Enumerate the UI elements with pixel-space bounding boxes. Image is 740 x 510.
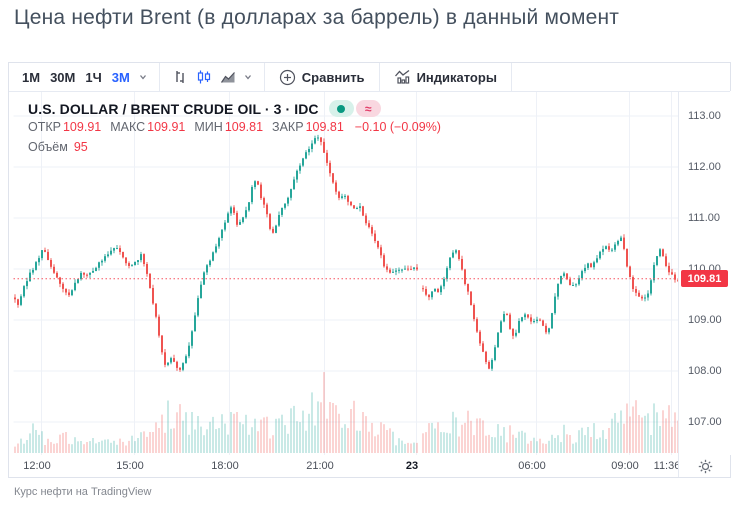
price-tick-label: 113.00 [688, 110, 721, 122]
toolbar-filler [512, 63, 730, 91]
interval-chevron-down-icon[interactable] [135, 73, 151, 81]
candlestick-chart-svg [13, 91, 678, 455]
time-axis[interactable]: 12:00 15:00 18:00 21:00 23 06:00 09:00 11:36 [9, 455, 730, 477]
interval-button-1m[interactable]: 1М [22, 69, 41, 85]
candlestick-chart-area[interactable]: U.S. DOLLAR / BRENT CRUDE OIL · 3 · IDC … [9, 91, 678, 455]
time-axis-labels: 12:00 15:00 18:00 21:00 23 06:00 09:00 11:36 [9, 455, 678, 477]
area-chart-type-icon[interactable] [216, 65, 240, 89]
time-tick-label: 09:00 [611, 460, 639, 472]
bars-chart-type-icon[interactable] [168, 65, 192, 89]
compare-label: Сравнить [301, 69, 365, 85]
interval-button-30m[interactable]: 30М [50, 69, 76, 85]
chart-type-group [160, 63, 265, 91]
time-tick-label: 18:00 [211, 460, 239, 472]
indicators-group: Индикаторы [380, 63, 512, 91]
indicators-icon [394, 69, 409, 84]
gridlines [13, 91, 678, 455]
indicators-label: Индикаторы [416, 69, 497, 85]
indicators-button[interactable]: Индикаторы [388, 69, 503, 85]
candles [14, 134, 678, 372]
plus-circle-icon [279, 69, 295, 85]
page-title: Цена нефти Brent (в долларах за баррель)… [14, 6, 620, 29]
price-tick-label: 108.00 [688, 365, 722, 377]
gear-icon [698, 459, 712, 473]
delayed-data-icon[interactable]: ≈ [355, 100, 381, 117]
time-tick-label: 11:36 [653, 460, 678, 472]
price-axis[interactable]: 113.00 112.00 111.00 110.00 109.00 108.00 107.… [678, 91, 731, 455]
market-open-status-icon[interactable] [328, 100, 354, 117]
time-tick-label: 21:00 [306, 460, 334, 472]
status-pills: ≈ [328, 100, 381, 117]
chart-toolbar: 1М 30М 1Ч 3М [9, 63, 730, 92]
compare-group: Сравнить [265, 63, 380, 91]
time-tick-label: 12:00 [23, 460, 51, 472]
time-tick-label: 15:00 [116, 460, 144, 472]
chart-type-chevron-down-icon[interactable] [240, 73, 256, 81]
axis-settings-cell[interactable] [678, 455, 731, 477]
price-tick-label: 109.00 [688, 314, 722, 326]
tradingview-attribution-link[interactable]: Курс нефти на TradingView [14, 486, 152, 498]
last-price-badge: 109.81 [681, 270, 728, 288]
interval-button-3m[interactable]: 3М [111, 69, 130, 85]
interval-group: 1М 30М 1Ч 3М [9, 63, 160, 91]
tradingview-widget: 1М 30М 1Ч 3М [8, 62, 731, 478]
green-dot-icon [337, 104, 346, 113]
time-tick-label: 23 [405, 460, 419, 472]
price-tick-label: 107.00 [688, 416, 722, 428]
price-tick-label: 111.00 [688, 212, 721, 224]
interval-button-1h[interactable]: 1Ч [85, 69, 102, 85]
volume-bars [14, 372, 678, 453]
candles-chart-type-icon[interactable] [192, 65, 216, 89]
time-tick-label: 06:00 [518, 460, 546, 472]
compare-button[interactable]: Сравнить [273, 69, 371, 86]
price-tick-label: 112.00 [688, 161, 721, 173]
